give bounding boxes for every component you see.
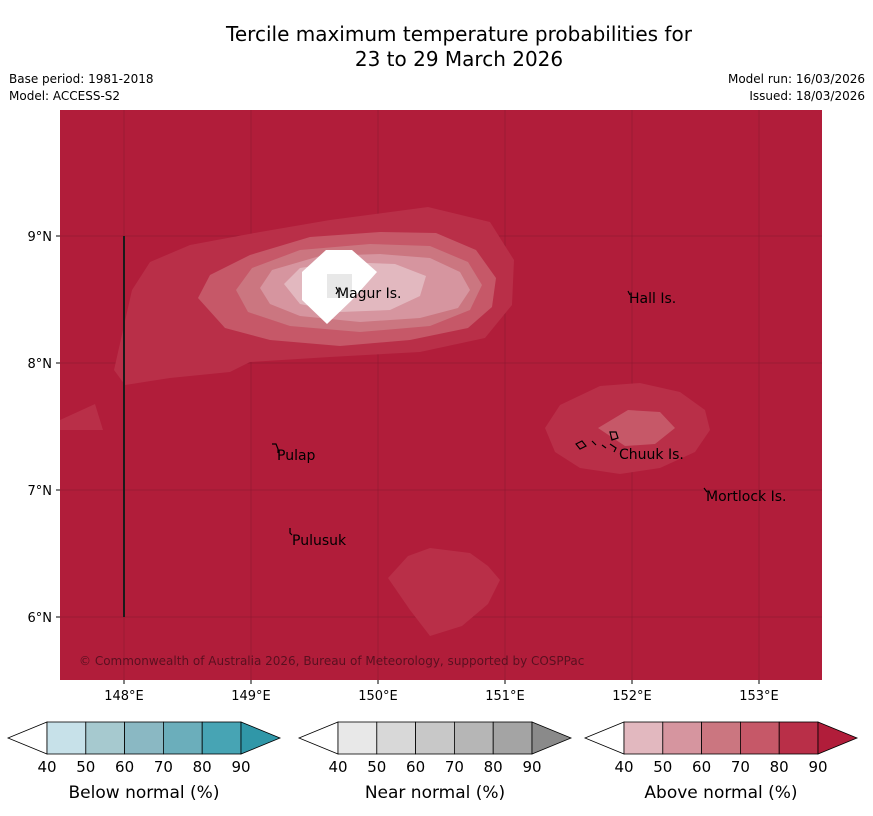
- colorbar-tick-label: 60: [692, 758, 711, 776]
- model-run: Model run: 16/03/2026: [727, 72, 865, 86]
- chart-title: Tercile maximum temperature probabilitie…: [0, 22, 873, 72]
- place-label: Pulusuk: [292, 533, 347, 549]
- island-magur-icon: [335, 286, 339, 295]
- colorbar-segment: [337, 721, 378, 755]
- colorbar-tick-label: 60: [406, 758, 425, 776]
- legend-near-normal: 40 50 60 70 80 90 Near normal (%): [297, 721, 573, 803]
- lon-label: 148°E: [104, 689, 144, 704]
- lat-label: 9°N: [28, 230, 53, 245]
- colorbar-tick-label: 70: [154, 758, 173, 776]
- colorbar-tick-label: 90: [522, 758, 541, 776]
- colorbar-segment: [778, 721, 819, 755]
- colorbar-extend-high: [531, 721, 573, 755]
- colorbar-segment: [623, 721, 664, 755]
- colorbar-tick-label: 40: [614, 758, 633, 776]
- colorbar-segment: [492, 721, 533, 755]
- colorbar-segment: [376, 721, 416, 755]
- lat-label: 7°N: [28, 484, 53, 499]
- place-label: Chuuk Is.: [619, 447, 684, 463]
- meta-right: Model run: 16/03/2026 Issued: 18/03/2026: [728, 71, 865, 105]
- colorbar-tick-label: 70: [445, 758, 464, 776]
- colorbar-tick-label: 80: [193, 758, 212, 776]
- place-label: Pulap: [277, 448, 316, 464]
- axis-ticks: [56, 235, 760, 684]
- colorbar-title: Above normal (%): [644, 783, 797, 803]
- colorbar-tick-label: 90: [808, 758, 827, 776]
- title-line-1: Tercile maximum temperature probabilitie…: [226, 22, 692, 46]
- colorbar-extend-low: [6, 721, 48, 755]
- colorbar-extend-low: [583, 721, 625, 755]
- colorbar-title: Below normal (%): [69, 783, 220, 803]
- meta-left: Base period: 1981-2018 Model: ACCESS-S2: [9, 71, 154, 105]
- colorbar-tick-label: 60: [115, 758, 134, 776]
- colorbar-segment: [701, 721, 741, 755]
- lon-label: 151°E: [485, 689, 525, 704]
- model-name: Model: ACCESS-S2: [9, 89, 121, 103]
- lon-label: 149°E: [231, 689, 271, 704]
- colorbar-extend-low: [297, 721, 339, 755]
- lon-label: 150°E: [358, 689, 398, 704]
- island-mortlock-icon: [703, 487, 708, 493]
- probability-contours: [60, 207, 710, 636]
- colorbar-tick-label: 50: [76, 758, 95, 776]
- colorbar-segment: [453, 721, 494, 755]
- longitude-labels: 148°E 149°E 150°E 151°E 152°E 153°E: [104, 689, 779, 704]
- colorbar-segment: [46, 721, 87, 755]
- lat-label: 8°N: [28, 357, 53, 372]
- colorbar-tick-label: 80: [484, 758, 503, 776]
- colorbar-tick-label: 70: [731, 758, 750, 776]
- colorbar-segment: [162, 721, 203, 755]
- islands: [272, 286, 708, 536]
- colorbar-tick-label: 40: [328, 758, 347, 776]
- colorbar-tick-label: 40: [37, 758, 56, 776]
- issued-date: Issued: 18/03/2026: [749, 89, 865, 103]
- title-line-2: 23 to 29 March 2026: [354, 47, 564, 71]
- colorbar-extend-high: [817, 721, 859, 755]
- copyright-text: © Commonwealth of Australia 2026, Bureau…: [79, 654, 584, 668]
- place-labels: Magur Is. Hall Is. Pulap Chuuk Is. Mortl…: [277, 286, 786, 549]
- colorbar-segment: [85, 721, 126, 755]
- contour-70-80: [60, 404, 103, 430]
- place-label: Mortlock Is.: [706, 489, 786, 505]
- colorbar-extend-high: [240, 721, 282, 755]
- island-chuuk-icon: [575, 431, 619, 453]
- colorbar-segment: [201, 721, 242, 755]
- island-pulusuk-icon: [289, 528, 293, 536]
- colorbar-title: Near normal (%): [365, 783, 505, 803]
- colorbar-segment: [124, 721, 164, 755]
- island-hall-icon: [627, 290, 631, 296]
- lat-label: 6°N: [28, 611, 53, 626]
- colorbar-tick-label: 50: [653, 758, 672, 776]
- lon-label: 152°E: [612, 689, 652, 704]
- island-pulap-icon: [272, 443, 279, 453]
- colorbar-segment: [415, 721, 455, 755]
- colorbar-segment: [662, 721, 702, 755]
- colorbar-tick-label: 90: [231, 758, 250, 776]
- legend-below-normal: 40 50 60 70 80 90 Below normal (%): [6, 721, 282, 803]
- lon-label: 153°E: [739, 689, 779, 704]
- contour-near-normal-40: [327, 274, 352, 298]
- contour-70-80: [388, 548, 500, 636]
- base-period: Base period: 1981-2018: [9, 72, 154, 86]
- colorbar-tick-label: 80: [770, 758, 789, 776]
- legend-above-normal: 40 50 60 70 80 90 Above normal (%): [583, 721, 859, 803]
- place-label: Hall Is.: [629, 291, 676, 307]
- colorbar-segment: [740, 721, 780, 755]
- colorbar-tick-label: 50: [367, 758, 386, 776]
- place-label: Magur Is.: [337, 286, 402, 302]
- latitude-labels: 9°N 8°N 7°N 6°N: [28, 230, 53, 626]
